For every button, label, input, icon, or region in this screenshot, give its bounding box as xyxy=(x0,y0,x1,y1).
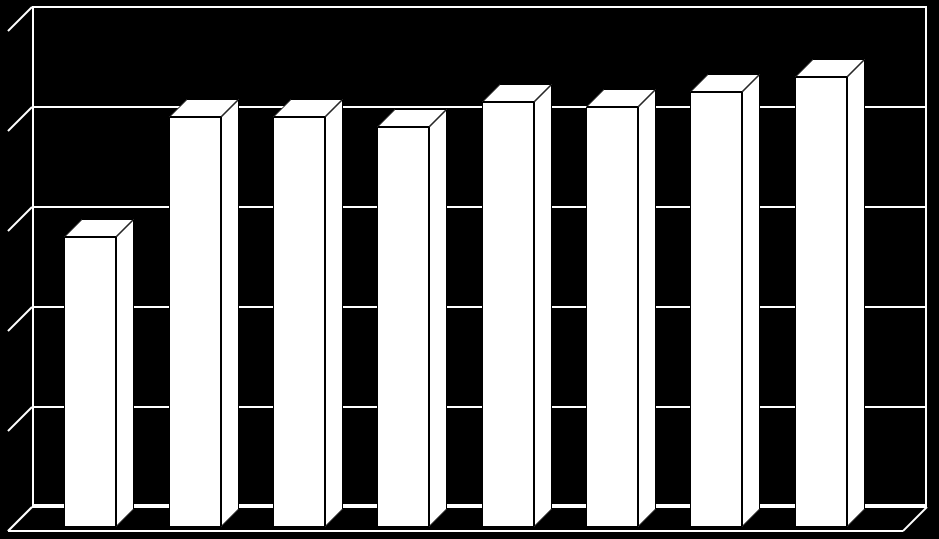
gridline-depth xyxy=(7,406,32,431)
bar xyxy=(273,117,325,527)
bar-side xyxy=(638,89,656,527)
bar-side xyxy=(221,99,239,527)
floor-front-edge xyxy=(8,530,903,532)
bar-front xyxy=(169,117,221,527)
gridline-depth xyxy=(7,6,32,31)
floor-left-edge xyxy=(7,506,32,531)
bar xyxy=(586,107,638,527)
gridline xyxy=(32,306,927,308)
bar-side xyxy=(847,59,865,527)
bar-front xyxy=(377,127,429,527)
bar-side xyxy=(429,109,447,527)
floor-right-edge xyxy=(902,506,927,531)
bar xyxy=(169,117,221,527)
bar-front xyxy=(273,117,325,527)
bar-front xyxy=(586,107,638,527)
bar xyxy=(64,237,116,527)
back-wall xyxy=(32,6,927,506)
gridline xyxy=(32,506,927,508)
bar-front xyxy=(482,102,534,527)
bar xyxy=(482,102,534,527)
gridline-depth xyxy=(7,306,32,331)
gridline xyxy=(32,406,927,408)
bar-front xyxy=(690,92,742,527)
gridline xyxy=(32,106,927,108)
bar xyxy=(795,77,847,527)
bar-side xyxy=(116,219,134,527)
bar-side xyxy=(325,99,343,527)
bar-side xyxy=(742,74,760,527)
gridline xyxy=(32,206,927,208)
bar xyxy=(377,127,429,527)
gridline-depth xyxy=(7,206,32,231)
bar-front xyxy=(795,77,847,527)
bar-front xyxy=(64,237,116,527)
gridline xyxy=(32,6,927,8)
bar xyxy=(690,92,742,527)
gridline-depth xyxy=(7,106,32,131)
bar-side xyxy=(534,84,552,527)
bar-chart-3d xyxy=(0,0,939,539)
